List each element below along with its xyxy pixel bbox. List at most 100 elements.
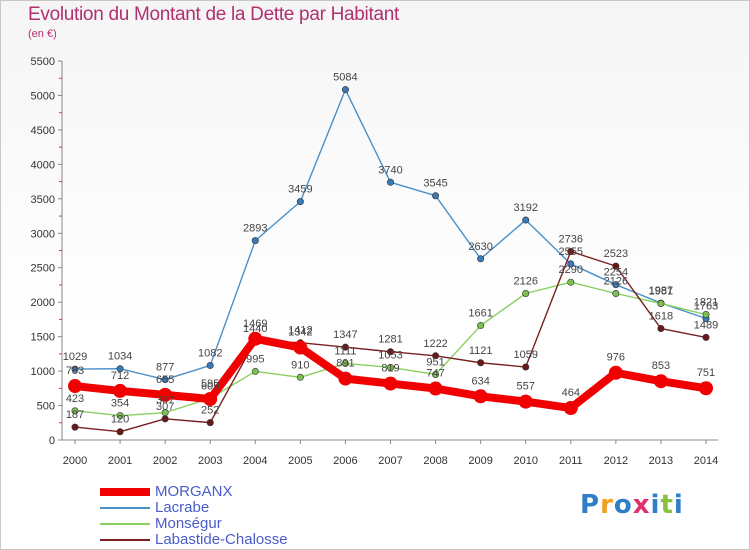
data-point-mons-gur xyxy=(386,363,394,371)
data-point-labastide-chalosse xyxy=(612,262,620,270)
data-label-morganx: 712 xyxy=(111,370,129,382)
data-label-lacrabe: 3740 xyxy=(378,164,402,176)
x-tick-label: 2010 xyxy=(513,455,537,467)
data-label-lacrabe: 1763 xyxy=(694,301,718,313)
data-label-morganx: 747 xyxy=(426,368,444,380)
data-point-labastide-chalosse xyxy=(71,423,79,431)
data-point-lacrabe xyxy=(206,361,214,369)
data-point-mons-gur xyxy=(612,289,620,297)
data-label-labastide-chalosse: 1347 xyxy=(333,329,357,341)
data-point-labastide-chalosse xyxy=(432,352,440,360)
data-point-morganx xyxy=(293,340,308,355)
x-tick-label: 2004 xyxy=(243,455,267,467)
data-label-labastide-chalosse: 187 xyxy=(66,409,84,421)
data-label-lacrabe: 1029 xyxy=(63,351,87,363)
data-label-morganx: 976 xyxy=(607,352,625,364)
data-labels-layer: 1029 1034 877 1082 2893 3459 5084 3740 3545 2630 3… xyxy=(63,72,718,426)
data-point-labastide-chalosse xyxy=(206,419,214,427)
data-point-mons-gur xyxy=(71,407,79,415)
data-point-lacrabe xyxy=(522,216,530,224)
data-label-morganx: 853 xyxy=(652,360,670,372)
data-point-labastide-chalosse xyxy=(702,333,710,341)
data-label-labastide-chalosse: 1412 xyxy=(288,325,312,337)
x-tick-label: 2003 xyxy=(198,455,222,467)
data-point-lacrabe xyxy=(116,365,124,373)
x-tick-label: 2014 xyxy=(694,455,718,467)
data-point-labastide-chalosse xyxy=(386,348,394,356)
data-point-mons-gur xyxy=(477,322,485,330)
chart-title: Evolution du Montant de la Dette par Hab… xyxy=(28,4,399,25)
data-point-mons-gur xyxy=(116,412,124,420)
data-point-lacrabe xyxy=(612,281,620,289)
unit-label: (en €) xyxy=(28,28,57,40)
data-label-lacrabe: 5084 xyxy=(333,72,357,84)
y-tick-label: 4000 xyxy=(31,159,55,171)
data-label-mons-gur: 2126 xyxy=(604,275,628,287)
data-point-morganx xyxy=(248,331,263,346)
data-point-mons-gur xyxy=(432,370,440,378)
data-label-mons-gur: 2126 xyxy=(513,275,537,287)
data-point-mons-gur xyxy=(296,373,304,381)
data-label-morganx: 634 xyxy=(471,375,489,387)
data-label-lacrabe: 2630 xyxy=(468,241,492,253)
data-point-mons-gur xyxy=(251,367,259,375)
legend-label-lacrabe: Lacrabe xyxy=(155,499,210,516)
x-tick-label: 2009 xyxy=(468,455,492,467)
x-tick-label: 2012 xyxy=(604,455,628,467)
data-point-lacrabe xyxy=(71,365,79,373)
data-label-labastide-chalosse: 1281 xyxy=(378,334,402,346)
data-label-mons-gur: 423 xyxy=(66,393,84,405)
data-point-morganx xyxy=(68,379,82,394)
x-tick-label: 2002 xyxy=(153,455,177,467)
data-point-morganx xyxy=(563,401,578,416)
data-label-mons-gur: 397 xyxy=(156,395,174,407)
x-tick-label: 2001 xyxy=(108,455,132,467)
y-tick-label: 1500 xyxy=(31,332,55,344)
data-point-morganx xyxy=(338,371,353,386)
data-label-mons-gur: 1661 xyxy=(468,308,492,320)
data-point-labastide-chalosse xyxy=(567,247,575,255)
data-point-mons-gur xyxy=(702,311,710,319)
legend-label-monsegur: Monségur xyxy=(155,515,222,532)
y-tick-label: 2500 xyxy=(31,263,55,275)
data-label-mons-gur: 1053 xyxy=(378,349,402,361)
data-label-mons-gur: 910 xyxy=(291,359,309,371)
data-label-mons-gur: 354 xyxy=(111,398,129,410)
x-tick-label: 2011 xyxy=(559,455,583,467)
x-tick-label: 2013 xyxy=(649,455,673,467)
data-point-lacrabe xyxy=(386,178,394,186)
data-label-labastide-chalosse: 1222 xyxy=(423,338,447,350)
x-tick-label: 2005 xyxy=(288,455,312,467)
x-tick-label: 2008 xyxy=(423,455,447,467)
proxiti-logo: Proxiti xyxy=(580,490,684,520)
y-tick-label: 2000 xyxy=(31,297,55,309)
data-point-morganx xyxy=(113,383,128,398)
data-label-morganx: 464 xyxy=(562,387,580,399)
data-label-lacrabe: 877 xyxy=(156,362,174,374)
y-tick-label: 4500 xyxy=(31,125,55,137)
logo-letter: r xyxy=(600,490,614,520)
data-point-mons-gur xyxy=(567,278,575,286)
data-point-labastide-chalosse xyxy=(341,343,349,351)
data-label-morganx: 819 xyxy=(381,363,399,375)
data-label-labastide-chalosse: 1440 xyxy=(243,323,267,335)
data-label-lacrabe: 3545 xyxy=(423,178,447,190)
data-point-lacrabe xyxy=(251,237,259,245)
data-label-labastide-chalosse: 120 xyxy=(111,414,129,426)
data-label-morganx: 891 xyxy=(336,358,354,370)
data-label-labastide-chalosse: 2736 xyxy=(559,233,583,245)
data-point-lacrabe xyxy=(567,260,575,268)
data-point-lacrabe xyxy=(296,198,304,206)
y-tick-label: 0 xyxy=(49,435,55,447)
legend-swatch-lacrabe xyxy=(100,507,150,509)
data-label-lacrabe: 1987 xyxy=(649,285,673,297)
data-label-morganx: 595 xyxy=(201,378,219,390)
data-point-lacrabe xyxy=(477,255,485,263)
data-label-mons-gur: 951 xyxy=(426,356,444,368)
data-label-labastide-chalosse: 1121 xyxy=(469,345,493,357)
data-point-morganx xyxy=(608,365,623,380)
axes: 0 500 1000 1500 2000 2500 3000 3500 4000 4500 5000… xyxy=(31,56,719,467)
data-point-mons-gur xyxy=(657,299,665,307)
data-label-labastide-chalosse: 1489 xyxy=(694,319,718,331)
logo-letter: P xyxy=(580,490,601,520)
